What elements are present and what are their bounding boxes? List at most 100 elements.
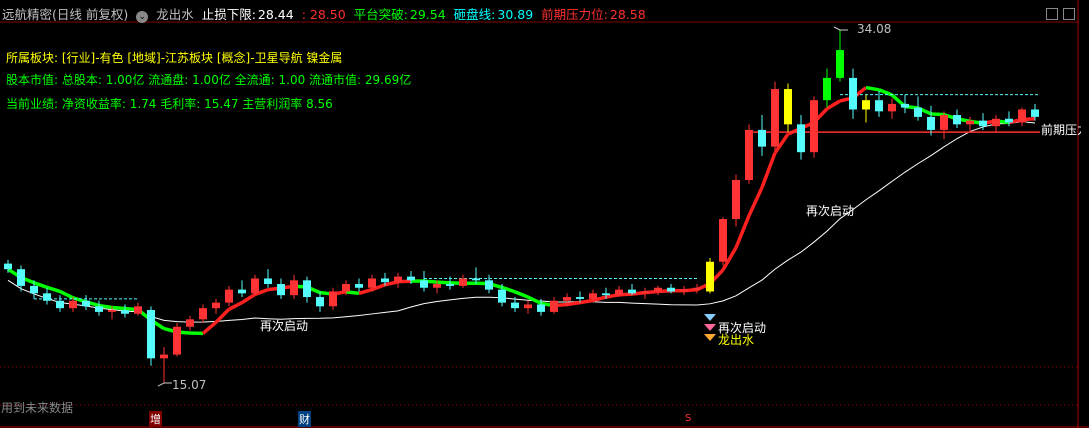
future-data-warning: 用到未来数据 <box>1 401 74 415</box>
diamond-signal-icon <box>704 324 716 331</box>
candle-body <box>875 100 883 112</box>
ma-segment <box>33 281 48 289</box>
candle-body <box>342 284 350 292</box>
ma-segment <box>501 285 516 294</box>
candle-body <box>472 278 480 281</box>
ma-segment <box>384 280 399 287</box>
restart-label-2: 再次启动 <box>718 321 767 335</box>
ma-segment <box>721 246 738 271</box>
candle-body <box>368 278 376 288</box>
ma-segment <box>878 88 893 97</box>
candle-body <box>199 308 207 320</box>
ma-segment <box>734 215 751 249</box>
candle-body <box>56 300 64 309</box>
ma-segment <box>214 308 231 324</box>
candle-body <box>316 297 324 307</box>
white-ma-line <box>7 121 1036 323</box>
candle-body <box>82 300 90 307</box>
ma-segment <box>111 305 126 311</box>
ma-segment <box>358 287 373 296</box>
low-pointer <box>157 382 172 387</box>
platform-break-label: 平台突破: <box>353 7 408 22</box>
candle-body <box>407 276 415 281</box>
candle-body <box>745 129 753 181</box>
candle-body <box>30 285 38 294</box>
ma-segment <box>241 292 256 305</box>
diamond-signal-icon <box>704 314 716 321</box>
candle-body <box>394 276 402 283</box>
candle-body <box>771 89 779 147</box>
candle-body <box>511 302 519 309</box>
candle-body <box>979 120 987 127</box>
candle-body <box>706 261 714 292</box>
candle-body <box>186 319 194 327</box>
candle-body <box>433 284 441 288</box>
candle-body <box>563 297 571 301</box>
candle-body <box>238 289 246 294</box>
marker-s[interactable]: S <box>685 413 692 424</box>
ma-segment <box>201 320 218 335</box>
candle-body <box>719 219 727 262</box>
candle-body <box>576 297 584 299</box>
candle-body <box>1018 109 1026 123</box>
candle-body <box>862 100 870 110</box>
candle-body <box>1031 109 1039 117</box>
candle-body <box>550 300 558 312</box>
marker-cai[interactable]: 财 <box>298 411 311 427</box>
candle-body <box>693 287 701 290</box>
formula-name[interactable]: 龙出水 <box>156 7 194 22</box>
ma-segment <box>579 298 594 305</box>
candle-body <box>836 50 844 78</box>
candle-body <box>628 289 636 294</box>
candle-body <box>589 293 597 299</box>
candle-body <box>654 287 662 292</box>
candle-body <box>212 302 220 309</box>
candle-body <box>134 306 142 314</box>
candle-body <box>446 284 454 286</box>
chart-header: 远航精密(日线 前复权) ⌄ 龙出水 止损下限: 28.44 : 28.50 平台… <box>2 4 650 23</box>
candle-body <box>602 293 610 296</box>
marker-zeng[interactable]: 增 <box>149 411 162 427</box>
candle-body <box>485 280 493 290</box>
close-panel-icon[interactable] <box>1046 8 1058 20</box>
candle-body <box>940 115 948 130</box>
candle-body <box>420 280 428 288</box>
expand-icon[interactable] <box>1063 8 1075 20</box>
low-price-label: 15.07 <box>172 378 207 392</box>
ma-segment <box>826 99 841 111</box>
platform-break-value: 29.54 <box>409 7 446 22</box>
ma-segment <box>98 303 113 310</box>
stop-loss-value: 28.44 <box>257 7 294 22</box>
ma-segment <box>59 289 74 300</box>
candle-body <box>927 116 935 130</box>
high-price-label: 34.08 <box>857 22 892 36</box>
candle-body <box>966 120 974 125</box>
candle-body <box>537 304 545 312</box>
candle-body <box>381 278 389 283</box>
dragon-label: 龙出水 <box>718 333 755 347</box>
ma-segment <box>436 280 451 285</box>
ma-segment <box>930 112 945 117</box>
capital-info: 股本市值: 总股本: 1.00亿 流通盘: 1.00亿 全流通: 1.00 流通… <box>6 73 412 87</box>
candle-body <box>225 289 233 303</box>
smash-line-value: 30.89 <box>497 7 534 22</box>
ma-segment <box>514 290 529 299</box>
candle-body <box>784 89 792 125</box>
ma-segment <box>345 290 360 296</box>
candle-body <box>160 354 168 359</box>
ma-segment <box>46 285 61 294</box>
ma-segment <box>254 287 269 297</box>
candle-body <box>121 310 129 314</box>
candle-body <box>823 77 831 101</box>
candle-body <box>901 103 909 108</box>
candle-body <box>329 291 337 307</box>
candle-body <box>524 304 532 309</box>
candle-body <box>810 100 818 153</box>
candle-body <box>914 107 922 117</box>
dropdown-icon[interactable]: ⌄ <box>136 11 149 23</box>
candle-body <box>459 278 467 286</box>
candle-body <box>277 284 285 296</box>
candle-body <box>641 291 649 294</box>
ma-segment <box>527 295 542 305</box>
